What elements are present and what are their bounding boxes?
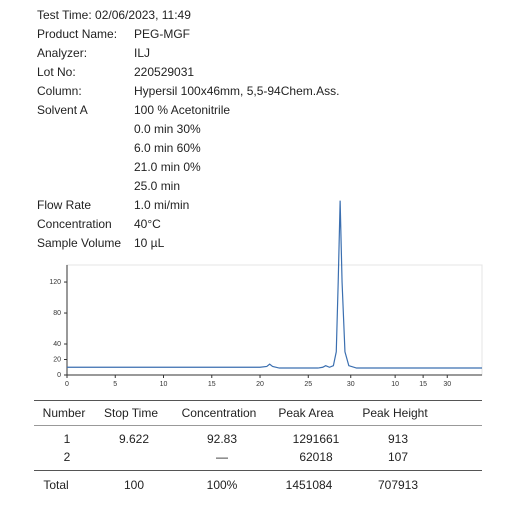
cell: 92.83: [206, 432, 238, 446]
value: 6.0 min 60%: [134, 141, 201, 155]
x-tick-label: 0: [65, 381, 69, 388]
rule: [34, 400, 482, 401]
value: 40°C: [134, 217, 161, 231]
value: PEG-MGF: [134, 27, 190, 41]
y-tick-label: 20: [53, 356, 61, 363]
rule: [34, 470, 482, 471]
value: 100 % Acetonitrile: [134, 103, 231, 117]
header-row: Number Stop Time Concentration Peak Area Pea…: [34, 401, 482, 425]
label: Sample Volume: [37, 236, 122, 250]
signal-line: [67, 200, 482, 369]
y-tick-label: 120: [49, 279, 61, 286]
cell: 1451084: [285, 478, 333, 492]
y-tick-label: 80: [53, 310, 61, 317]
cell: 1: [63, 432, 71, 446]
cell: 2: [63, 450, 71, 464]
label: Column:: [37, 84, 82, 98]
x-tick-label: 15: [419, 381, 427, 388]
y-tick-label: 0: [57, 372, 61, 379]
cell: 707913: [377, 478, 419, 492]
label: Solvent A: [37, 103, 88, 117]
value: 1.0 mi/min: [134, 198, 190, 212]
value: ILJ: [134, 46, 151, 60]
results-table: Number Stop Time Concentration Peak Area Pea…: [34, 400, 482, 499]
label: Product Name:: [37, 27, 118, 41]
x-tick-label: 15: [208, 381, 216, 388]
total-row: Total 100 100% 1451084 707913: [34, 471, 482, 499]
x-tick-label: 30: [443, 381, 451, 388]
x-tick-label: 20: [256, 381, 264, 388]
column-header: Concentration: [181, 406, 257, 420]
column-header: Peak Height: [362, 406, 428, 420]
rule: [34, 425, 482, 426]
label: Analyzer:: [37, 46, 88, 60]
x-tick-label: 10: [160, 381, 168, 388]
table-row: 2 — 62018 107: [34, 448, 482, 466]
cell: —: [216, 450, 228, 464]
value: 25.0 min: [134, 179, 181, 193]
value: Hypersil 100x46mm, 5,5-94Chem.Ass.: [134, 84, 340, 98]
x-tick-label: 25: [304, 381, 312, 388]
cell: 913: [387, 432, 409, 446]
cell: 1291661: [292, 432, 340, 446]
x-tick-label: 30: [347, 381, 355, 388]
cell: 100%: [206, 478, 238, 492]
cell: Total: [43, 478, 69, 492]
cell: 107: [387, 450, 409, 464]
label: Flow Rate: [37, 198, 92, 212]
value: 02/06/2023, 11:49: [95, 8, 191, 22]
test-time: Test Time: 02/06/2023, 11:49: [37, 6, 191, 25]
label: Concentration: [37, 217, 112, 231]
cell: 62018: [299, 450, 333, 464]
x-tick-label: 10: [391, 381, 399, 388]
label: Test Time:: [37, 8, 92, 22]
table-row: 1 9.622 92.83 1291661 913: [34, 430, 482, 448]
y-tick-label: 40: [53, 341, 61, 348]
cell: 9.622: [118, 432, 150, 446]
label: Lot No:: [37, 65, 76, 79]
value: 0.0 min 30%: [134, 122, 201, 136]
value: 21.0 min 0%: [134, 160, 201, 174]
value: 10 µL: [134, 236, 165, 250]
column-header: Stop Time: [103, 406, 159, 420]
plot-frame: [66, 264, 483, 376]
column-header: Number: [42, 406, 86, 420]
value: 220529031: [134, 65, 195, 79]
chromatogram: 0 20 40 80 120 0 5 10 15 20 25 30 10 15 30: [49, 200, 483, 388]
column-header: Peak Area: [278, 406, 334, 420]
cell: 100: [123, 478, 145, 492]
x-tick-label: 5: [113, 381, 117, 388]
